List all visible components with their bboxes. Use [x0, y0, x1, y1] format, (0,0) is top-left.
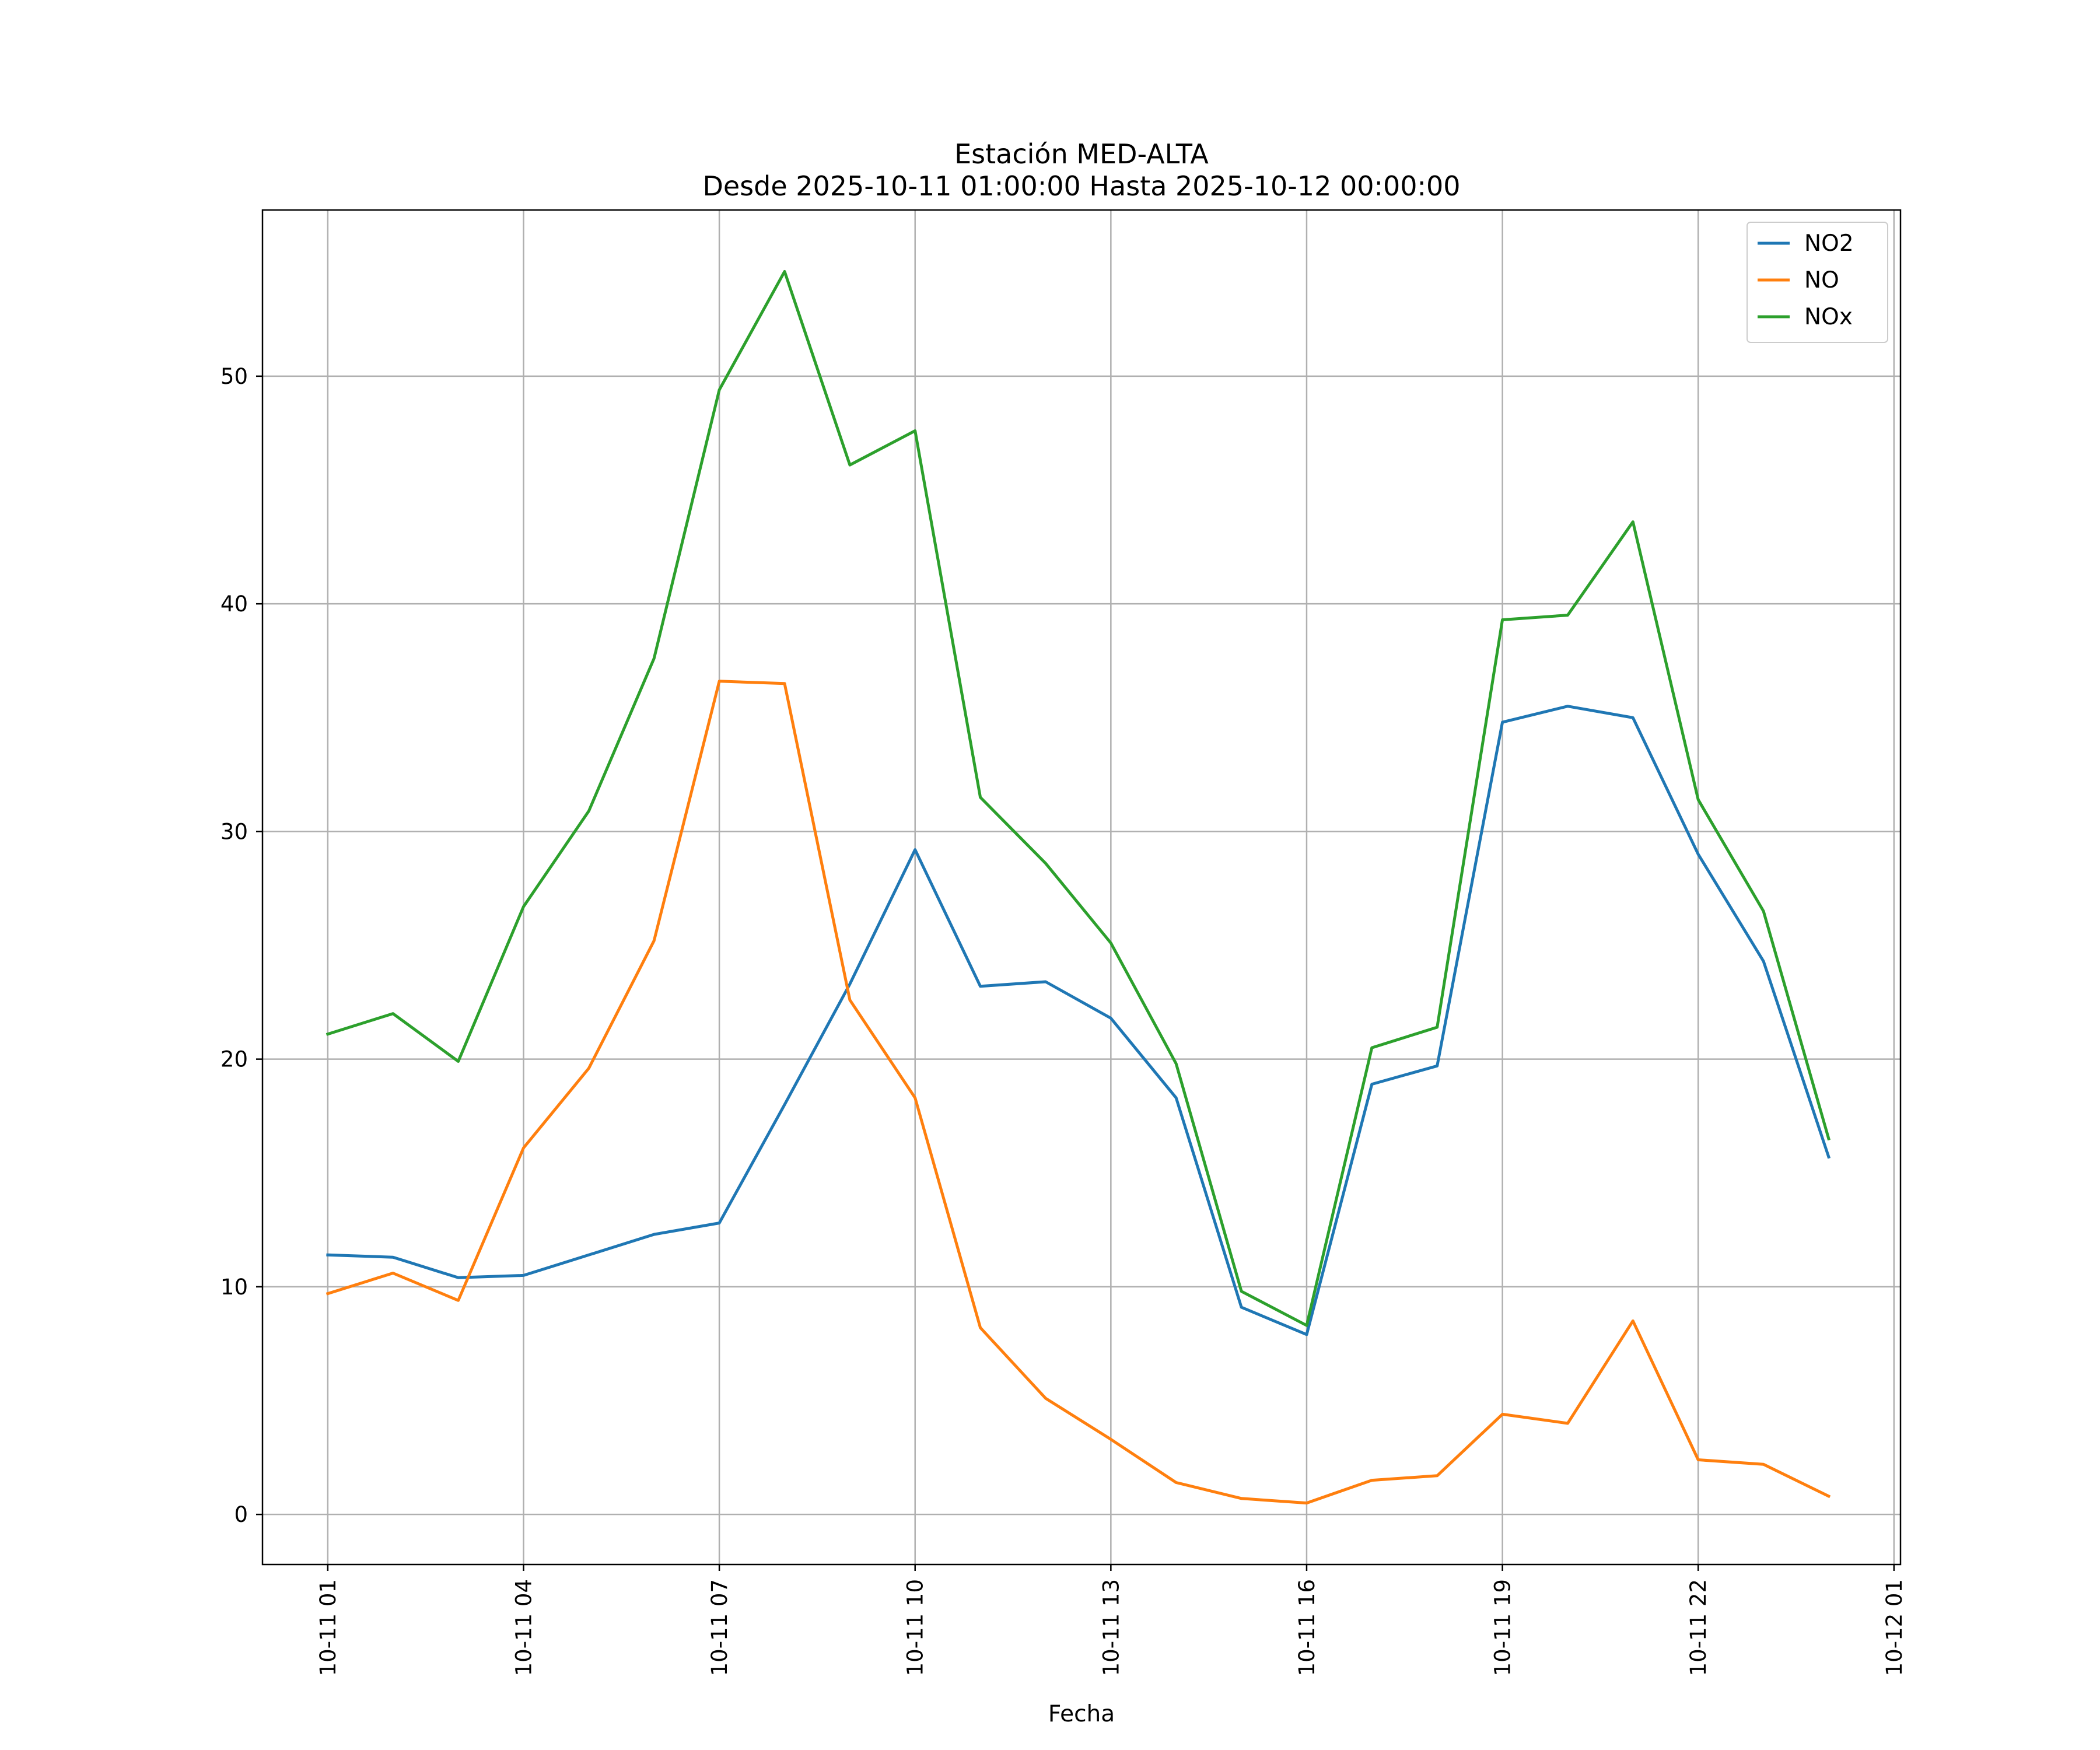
y-tick-label: 0 — [234, 1502, 248, 1527]
x-tick-label: 10-11 13 — [1098, 1579, 1124, 1676]
x-tick-label: 10-11 07 — [707, 1579, 732, 1676]
series-line-no — [326, 680, 1831, 1505]
legend-label-nox: NOx — [1804, 304, 1853, 330]
y-tick-label: 10 — [220, 1275, 248, 1300]
legend: NO2 NO NOx — [1746, 222, 1888, 343]
x-tick-label: 10-12 01 — [1882, 1579, 1907, 1676]
series-line-nox — [326, 270, 1831, 1327]
x-axis: 10-11 01 10-11 04 10-11 07 10-11 10 10-11 13… — [316, 1564, 1907, 1676]
x-tick-label: 10-11 10 — [903, 1579, 928, 1676]
legend-label-no2: NO2 — [1804, 230, 1854, 257]
legend-box — [1746, 222, 1888, 343]
series-line-no2 — [326, 705, 1831, 1336]
x-tick-label: 10-11 22 — [1686, 1579, 1711, 1676]
x-axis-label: Fecha — [1048, 1701, 1115, 1727]
chart-title-line2: Desde 2025-10-11 01:00:00 Hasta 2025-10-… — [702, 170, 1460, 202]
y-tick-label: 40 — [220, 592, 248, 617]
series-lines — [326, 270, 1831, 1505]
y-axis: 0 10 20 30 40 50 — [220, 364, 262, 1527]
plot-frame — [261, 209, 1902, 1566]
x-tick-label: 10-11 04 — [511, 1579, 536, 1676]
legend-label-no: NO — [1804, 267, 1839, 293]
x-tick-label: 10-11 16 — [1294, 1579, 1320, 1676]
legend-entries: NO2 NO NOx — [1758, 230, 1854, 330]
y-tick-label: 20 — [220, 1047, 248, 1072]
x-tick-label: 10-11 19 — [1490, 1579, 1516, 1676]
y-tick-label: 30 — [220, 819, 248, 844]
y-tick-label: 50 — [220, 364, 248, 389]
x-tick-label: 10-11 01 — [316, 1579, 341, 1676]
chart-title-line1: Estación MED-ALTA — [954, 138, 1209, 170]
grid — [262, 210, 1901, 1564]
